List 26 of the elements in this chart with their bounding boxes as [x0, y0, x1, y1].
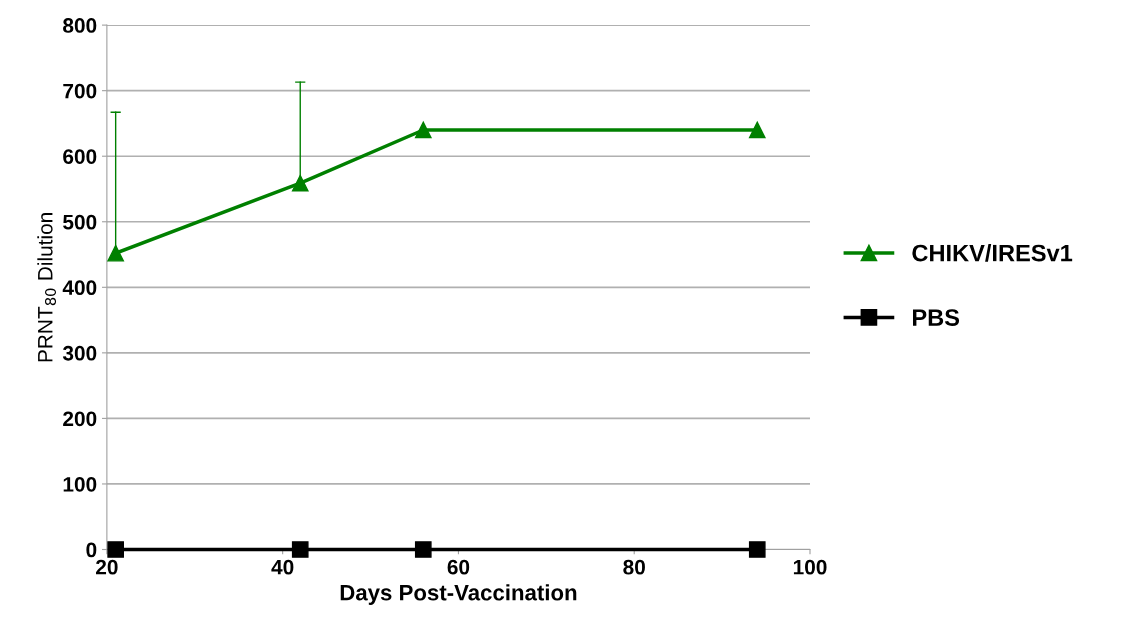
- y-tick-label: 300: [62, 345, 97, 361]
- x-axis-title: Days Post-Vaccination: [340, 584, 577, 605]
- y-tick-label: 700: [63, 83, 97, 99]
- y-tick-label: 200: [63, 411, 97, 427]
- y-tick-label: 800: [63, 18, 97, 33]
- x-tick-label: 80: [623, 559, 645, 575]
- point: [414, 541, 432, 558]
- x-tick-label: 20: [96, 559, 118, 575]
- y-tick-label: 0: [86, 542, 97, 558]
- y-tick-label: 100: [63, 476, 97, 492]
- point: [748, 121, 766, 139]
- point: [414, 121, 432, 139]
- point: [107, 244, 124, 262]
- legend-label: CHIKV/IRESv1: [912, 244, 1073, 262]
- x-tick-label: 40: [271, 559, 294, 575]
- y-axis-title: PRNT$_{80}$ Dilution: [37, 213, 57, 362]
- x-tick-label: 60: [447, 559, 470, 575]
- y-tick-label: 600: [63, 149, 97, 164]
- point: [748, 541, 766, 558]
- x-tick-label: 100: [793, 559, 827, 575]
- point: [291, 174, 309, 192]
- y-tick-label: 400: [62, 280, 97, 296]
- legend-label: PBS: [913, 309, 960, 326]
- point: [107, 541, 124, 558]
- point: [291, 541, 309, 558]
- y-tick-label: 500: [63, 214, 97, 230]
